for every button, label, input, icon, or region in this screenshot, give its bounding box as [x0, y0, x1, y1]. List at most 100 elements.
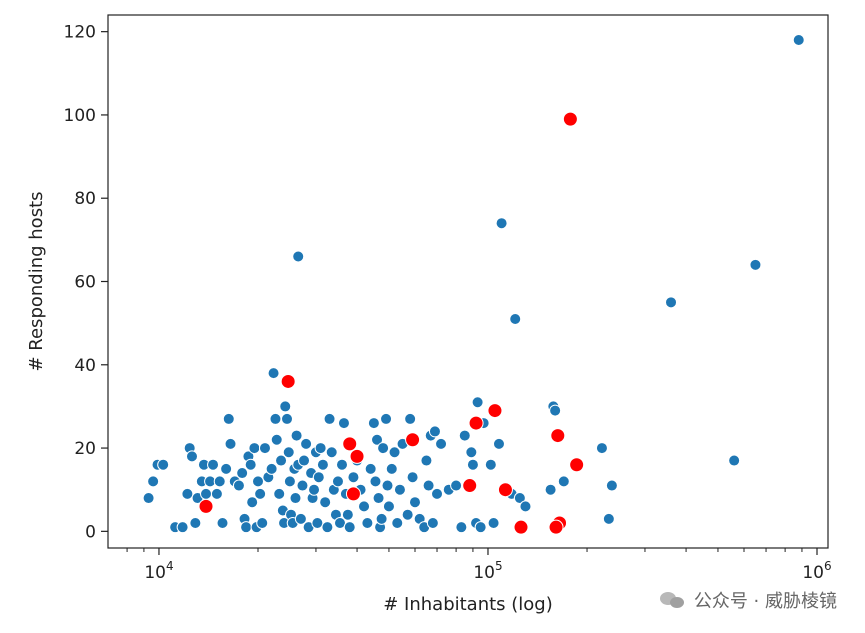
data-point-blue — [246, 496, 259, 509]
data-point-blue — [252, 475, 265, 488]
data-point-blue — [408, 496, 421, 509]
y-tick-label: 40 — [74, 356, 96, 376]
data-point-blue — [380, 412, 393, 425]
data-point-blue — [279, 400, 292, 413]
data-point-blue — [323, 412, 336, 425]
data-point-blue — [557, 475, 570, 488]
data-point-blue — [232, 479, 245, 492]
wechat-logo-icon — [659, 590, 686, 610]
axes: 104 105 106 0 20 40 60 80 100 120 — [64, 14, 832, 583]
data-point-red — [548, 519, 564, 535]
y-tick-label: 100 — [64, 106, 96, 126]
data-point-blue — [369, 475, 382, 488]
data-point-blue — [325, 446, 338, 459]
data-point-blue — [300, 437, 313, 450]
data-point-blue — [236, 467, 249, 480]
y-axis-label: # Responding hosts — [26, 191, 47, 371]
data-point-red — [468, 415, 484, 431]
data-point-blue — [337, 417, 350, 430]
axis-labels: # Inhabitants (log) # Responding hosts — [26, 191, 553, 615]
data-point-red — [562, 111, 578, 127]
data-point-blue — [435, 437, 448, 450]
data-point-blue — [343, 521, 356, 534]
data-point-blue — [428, 425, 441, 438]
data-point-blue — [308, 483, 321, 496]
x-tick-label: 104 — [144, 559, 173, 583]
data-point-blue — [492, 437, 505, 450]
data-point-red — [280, 373, 296, 389]
data-point-blue — [314, 442, 327, 455]
data-point-blue — [258, 442, 271, 455]
data-point-blue — [595, 442, 608, 455]
data-point-red — [487, 403, 503, 419]
data-point-blue — [312, 471, 325, 484]
data-point-blue — [422, 479, 435, 492]
data-point-blue — [185, 450, 198, 463]
data-point-blue — [431, 487, 444, 500]
data-point-blue — [220, 462, 233, 475]
data-point-blue — [495, 217, 508, 230]
data-point-blue — [665, 296, 678, 309]
data-point-blue — [222, 412, 235, 425]
data-point-blue — [224, 437, 237, 450]
data-point-blue — [406, 471, 419, 484]
data-point-blue — [364, 462, 377, 475]
data-point-red — [405, 432, 421, 448]
data-point-blue — [157, 458, 170, 471]
data-point-blue — [749, 258, 762, 271]
data-point-blue — [296, 479, 309, 492]
data-point-blue — [404, 412, 417, 425]
data-point-blue — [341, 508, 354, 521]
y-tick-label: 80 — [74, 189, 96, 209]
data-point-blue — [484, 458, 497, 471]
data-point-blue — [544, 483, 557, 496]
data-point-red — [513, 519, 529, 535]
data-point-blue — [458, 429, 471, 442]
data-point-blue — [420, 454, 433, 467]
data-point-blue — [358, 500, 371, 513]
data-point-blue — [513, 492, 526, 505]
data-point-red — [550, 428, 566, 444]
data-point-blue — [331, 475, 344, 488]
data-point-blue — [401, 508, 414, 521]
data-point-red — [497, 482, 513, 498]
data-point-blue — [602, 512, 615, 525]
data-point-blue — [519, 500, 532, 513]
data-point-blue — [292, 250, 305, 263]
data-point-blue — [240, 521, 253, 534]
data-point-blue — [200, 487, 213, 500]
data-point-blue — [207, 458, 220, 471]
data-point-blue — [147, 475, 160, 488]
data-point-blue — [265, 462, 278, 475]
data-point-red — [342, 436, 358, 452]
x-tick-label: 105 — [473, 559, 502, 583]
data-point-blue — [289, 492, 302, 505]
data-point-blue — [270, 433, 283, 446]
data-point-blue — [728, 454, 741, 467]
data-point-blue — [244, 458, 257, 471]
data-point-blue — [290, 429, 303, 442]
y-tick-label: 120 — [64, 23, 96, 43]
data-point-red — [462, 478, 478, 494]
data-point-blue — [298, 454, 311, 467]
data-point-blue — [382, 500, 395, 513]
data-point-blue — [311, 517, 324, 530]
data-point-blue — [275, 454, 288, 467]
data-point-blue — [371, 433, 384, 446]
data-point-blue — [487, 517, 500, 530]
data-point-blue — [471, 396, 484, 409]
data-point-blue — [213, 475, 226, 488]
data-point-blue — [319, 496, 332, 509]
data-point-blue — [142, 492, 155, 505]
data-point-red — [349, 448, 365, 464]
data-point-blue — [549, 404, 562, 417]
data-point-blue — [393, 483, 406, 496]
data-point-blue — [474, 521, 487, 534]
data-point-blue — [347, 471, 360, 484]
data-point-blue — [176, 521, 189, 534]
data-point-blue — [273, 487, 286, 500]
data-point-blue — [450, 479, 463, 492]
data-point-blue — [335, 458, 348, 471]
data-point-blue — [181, 487, 194, 500]
y-tick-label: 20 — [74, 439, 96, 459]
